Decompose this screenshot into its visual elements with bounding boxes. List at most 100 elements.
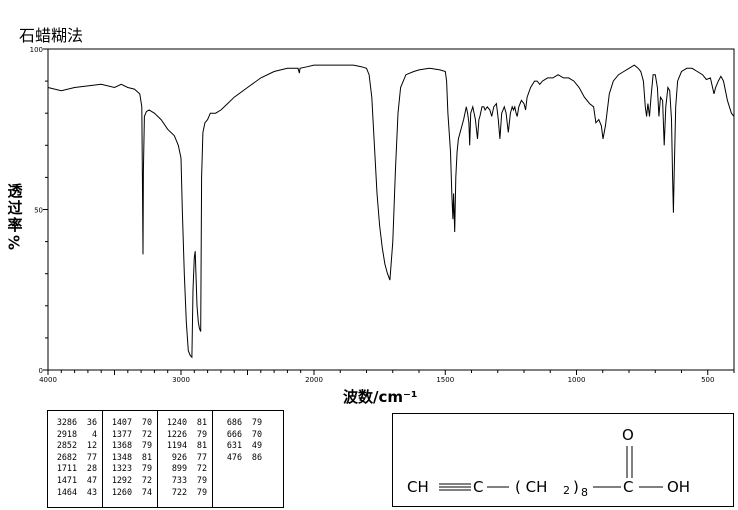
peak-wavenumber: 1464	[56, 486, 77, 497]
peak-wavenumber: 1292	[111, 474, 132, 485]
carbonyl-carbon: C	[623, 478, 634, 496]
peak-row: 926 77	[163, 452, 207, 464]
peak-wavenumber: 1471	[56, 474, 77, 485]
y-tick-label: 100	[30, 46, 43, 54]
spectrum-line	[47, 64, 735, 359]
peak-transmittance: 74	[141, 486, 152, 497]
y-tick-label: 0	[39, 367, 43, 375]
peak-transmittance: 43	[86, 486, 97, 497]
y-axis-label-char: 过	[7, 199, 23, 217]
peak-transmittance: 79	[196, 428, 207, 439]
structure-bonds	[439, 446, 663, 491]
peak-transmittance: 49	[251, 440, 262, 451]
x-tick-label: 1500	[436, 376, 454, 384]
x-tick-label: 2000	[305, 376, 323, 384]
peak-row: 733 79	[163, 475, 207, 487]
peak-row: 1711 28	[53, 463, 97, 475]
plot-frame	[47, 48, 735, 371]
structure-box: CH C ( CH 2 ) 8 C O OH	[392, 413, 734, 507]
peak-row: 1407 70	[108, 417, 152, 429]
peak-row: 3286 36	[53, 417, 97, 429]
methylene-group: ( CH	[515, 478, 548, 496]
peak-wavenumber: 1377	[111, 428, 132, 439]
x-tick-label: 4000	[39, 376, 57, 384]
peak-wavenumber: 2852	[56, 440, 77, 451]
close-paren: )	[573, 478, 579, 496]
peak-column: 3286 36 2918 4 2852 12 2682 77 1711 28 1471 47 1464 4…	[48, 411, 103, 507]
page-title: 石蜡糊法	[19, 26, 84, 45]
peak-wavenumber: 1348	[111, 451, 132, 462]
peak-wavenumber: 1368	[111, 440, 132, 451]
peak-wavenumber: 1260	[111, 486, 132, 497]
peak-wavenumber: 733	[171, 474, 187, 485]
peak-row: 1348 81	[108, 452, 152, 464]
peak-transmittance: 86	[251, 451, 262, 462]
peak-transmittance: 47	[86, 474, 97, 485]
hydroxyl-group: OH	[667, 478, 691, 496]
peak-wavenumber: 3286	[56, 417, 77, 427]
peak-row: 899 72	[163, 463, 207, 475]
peak-row: 1240 81	[163, 417, 207, 429]
ch-group: CH	[407, 478, 429, 496]
peak-transmittance: 79	[141, 463, 152, 474]
y-axis-label-char: 透	[7, 182, 23, 200]
x-tick-label: 3000	[172, 376, 190, 384]
peak-transmittance: 70	[141, 417, 152, 427]
peak-row: 1194 81	[163, 440, 207, 452]
peak-wavenumber: 1711	[56, 463, 77, 474]
peak-column: 1240 81 1226 79 1194 81 926 77 899 72 733 79 722 79	[158, 411, 213, 507]
peak-transmittance: 79	[196, 474, 207, 485]
peak-transmittance: 79	[196, 486, 207, 497]
peak-wavenumber: 1226	[166, 428, 187, 439]
y-axis-label: 透 过 率 %	[6, 183, 24, 251]
peak-wavenumber: 1323	[111, 463, 132, 474]
peak-transmittance: 79	[141, 440, 152, 451]
x-axis-label: 波数/cm⁻¹	[343, 388, 418, 406]
peak-transmittance: 81	[196, 417, 207, 427]
peak-wavenumber: 899	[171, 463, 187, 474]
peak-transmittance: 12	[86, 440, 97, 451]
carbonyl-oxygen: O	[622, 426, 634, 444]
y-axis-label-char: %	[5, 234, 24, 251]
peak-table: 3286 36 2918 4 2852 12 2682 77 1711 28 1471 47 1464 4…	[47, 410, 284, 508]
peak-wavenumber: 926	[171, 451, 187, 462]
peak-wavenumber: 631	[226, 440, 242, 451]
peak-wavenumber: 2682	[56, 451, 77, 462]
peak-row: 631 49	[218, 440, 278, 452]
peak-transmittance: 72	[196, 463, 207, 474]
carbon-atom: C	[473, 478, 484, 496]
peak-transmittance: 4	[91, 428, 97, 439]
x-tick-label: 1000	[568, 376, 586, 384]
x-tick-label: 500	[701, 376, 714, 384]
peak-row: 722 79	[163, 487, 207, 499]
subscript-8: 8	[581, 486, 588, 499]
peak-wavenumber: 686	[226, 417, 242, 427]
peak-transmittance: 36	[86, 417, 97, 427]
peak-row: 2918 4	[53, 429, 97, 441]
peak-wavenumber: 2918	[56, 428, 77, 439]
peak-transmittance: 77	[86, 451, 97, 462]
peak-transmittance: 72	[141, 474, 152, 485]
peak-row: 1368 79	[108, 440, 152, 452]
peak-row: 1471 47	[53, 475, 97, 487]
peak-row: 2852 12	[53, 440, 97, 452]
y-tick-label: 50	[34, 207, 43, 215]
peak-transmittance: 81	[141, 451, 152, 462]
peak-transmittance: 72	[141, 428, 152, 439]
peak-row: 1323 79	[108, 463, 152, 475]
peak-wavenumber: 722	[171, 486, 187, 497]
peak-row: 686 79	[218, 417, 278, 429]
peak-transmittance: 70	[251, 428, 262, 439]
subscript-2: 2	[563, 484, 570, 497]
peak-wavenumber: 1240	[166, 417, 187, 427]
peak-row: 2682 77	[53, 452, 97, 464]
peak-column: 686 79 666 70 631 49 476 86	[213, 411, 283, 507]
peak-transmittance: 79	[251, 417, 262, 427]
peak-wavenumber: 666	[226, 428, 242, 439]
peak-row: 1226 79	[163, 429, 207, 441]
peak-transmittance: 77	[196, 451, 207, 462]
peak-row: 666 70	[218, 429, 278, 441]
peak-row: 1377 72	[108, 429, 152, 441]
peak-column: 1407 70 1377 72 1368 79 1348 81 1323 79 1292 72 1260…	[103, 411, 158, 507]
